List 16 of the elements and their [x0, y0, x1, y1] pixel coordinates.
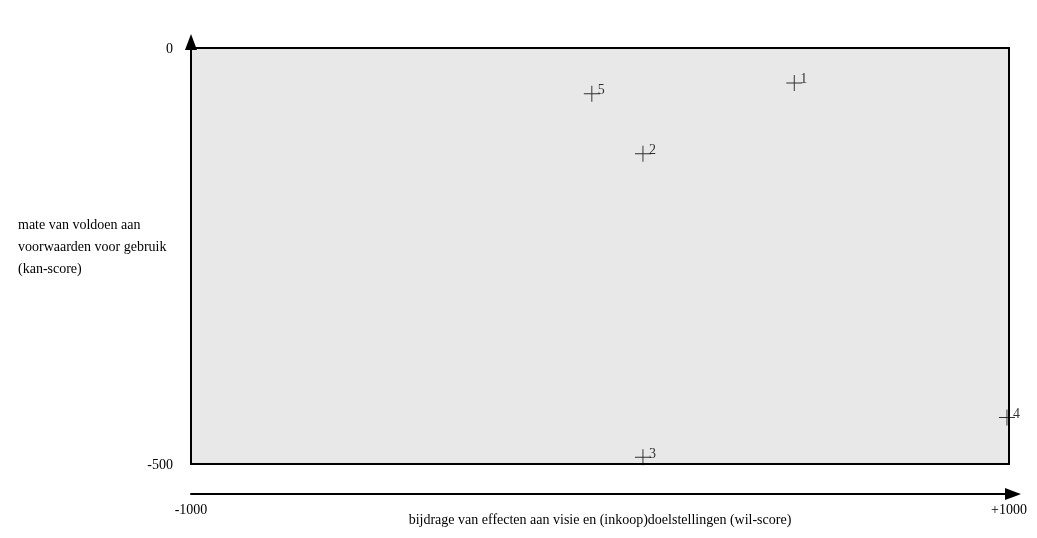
series-label: 2	[648, 142, 656, 158]
series-label: 5	[597, 82, 605, 98]
point	[786, 74, 803, 91]
point	[634, 449, 651, 466]
point	[634, 145, 651, 162]
y-tick-label: 0	[166, 40, 173, 56]
point	[998, 409, 1015, 426]
series-label: 3	[648, 445, 656, 461]
x-axis-title: bijdrage van effecten aan visie en (inkoop)doelstellingen (wil-score)	[408, 511, 792, 528]
x-tick-label: +1000	[991, 501, 1027, 517]
series-label: 4	[1012, 405, 1020, 421]
y-tick-label: -500	[147, 456, 173, 472]
series-label: 1	[800, 71, 808, 87]
y-axis-title: mate van voldoen aan voorwaarden voor gebruik (kan-score)	[18, 216, 171, 277]
point	[583, 85, 600, 102]
x-tick-label: -1000	[174, 501, 208, 517]
